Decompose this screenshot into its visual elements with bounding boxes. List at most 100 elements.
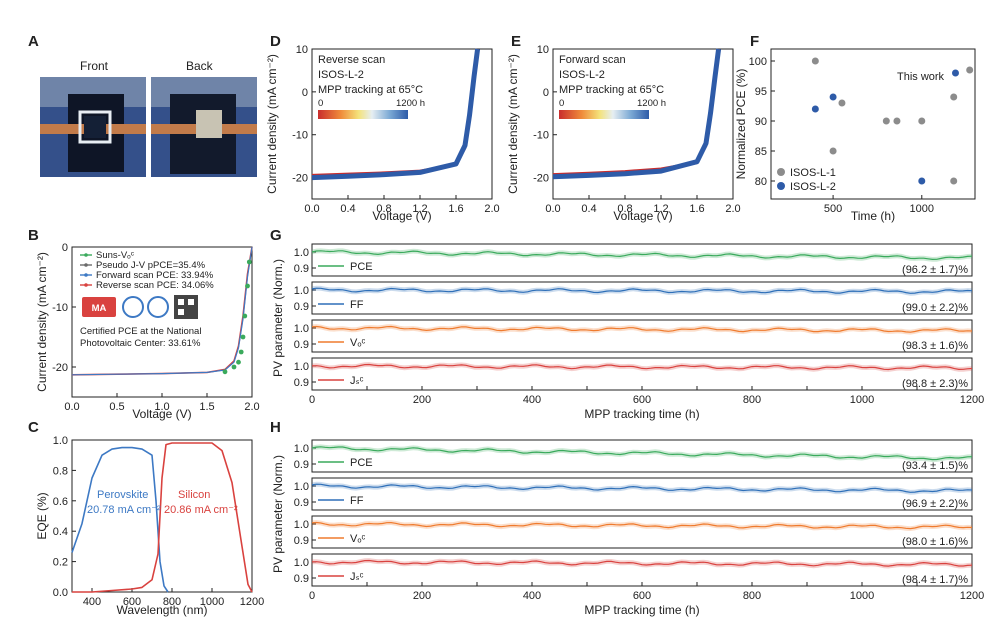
h-value-v: (98.0 ± 1.6)% <box>902 536 968 548</box>
point-isos-l-1 <box>950 177 958 185</box>
g-ytick-label: 1.0 <box>294 361 309 373</box>
panel-e: 0.0 0.4 0.8 1.2 1.6 2.0 10 0 -10 -20 Voltage (V)… <box>506 44 741 223</box>
panel-e-annotation-1: Forward scan <box>559 54 626 66</box>
g-ytick-label: 0.9 <box>294 339 309 351</box>
e-xtick-label: 0.0 <box>545 203 560 215</box>
point-isos-l-1 <box>829 147 837 155</box>
h-xtick-label: 1000 <box>850 590 874 602</box>
e-xtick-label: 2.0 <box>725 203 740 215</box>
b-ytick-label: 0 <box>62 242 68 254</box>
suns-voc-point <box>231 364 237 370</box>
panel-f-ylabel: Normalized PCE (%) <box>734 69 748 180</box>
g-track-frame-2 <box>311 319 973 353</box>
g-trace-pce <box>311 250 973 261</box>
h-value-pce: (93.4 ± 1.5)% <box>902 460 968 472</box>
panel-e-annotation-2: ISOS-L-2 <box>559 69 605 81</box>
g-name-v: Vₒᶜ <box>350 337 365 349</box>
panel-label-c: C <box>28 419 39 436</box>
b-ytick-label: -10 <box>52 302 68 314</box>
panel-e-annotation-3: MPP tracking at 65°C <box>559 84 664 96</box>
panel-d: 0.0 0.4 0.8 1.2 1.6 2.0 10 0 -10 -20 Voltage (V)… <box>265 44 500 223</box>
panel-d-frame <box>311 48 493 200</box>
g-name-ff: FF <box>350 299 364 311</box>
d-ytick-label: -10 <box>292 130 308 142</box>
h-ytick-label: 0.9 <box>294 535 309 547</box>
g-track-frame-3 <box>311 357 973 391</box>
point-isos-l-1 <box>893 117 901 125</box>
g-xtick-label: 200 <box>413 394 431 406</box>
panel-g: 1.0 0.9 PCE (96.2 ± 1.7)% 1.0 0.9 FF (99.0 ± 2.… <box>271 243 984 421</box>
legend-marker-0 <box>84 253 88 257</box>
g-trace-v <box>311 325 973 333</box>
h-value-ff: (96.9 ± 2.2)% <box>902 498 968 510</box>
panel-c: 400 600 800 1000 1200 0.0 0.2 0.4 0.6 0.8 1.0 Wav… <box>35 435 264 617</box>
h-track-frame-1 <box>311 477 973 511</box>
panel-e-colorbar-max: 1200 h <box>637 98 666 109</box>
legend-label-1: Pseudo J-V pPCE=35.4% <box>96 260 206 271</box>
panel-d-xlabel: Voltage (V) <box>372 209 431 223</box>
h-ytick-label: 0.9 <box>294 459 309 471</box>
panel-c-xlabel: Wavelength (nm) <box>117 603 208 617</box>
h-ytick-label: 0.9 <box>294 573 309 585</box>
panel-label-f: F <box>750 33 759 50</box>
f-xtick-label: 1000 <box>910 203 934 215</box>
legend-marker-2 <box>84 273 88 277</box>
panel-h-ylabel: PV parameter (Norm.) <box>271 455 285 573</box>
d-xtick-label: 1.2 <box>412 203 427 215</box>
panel-d-annotation-2: ISOS-L-2 <box>318 69 364 81</box>
panel-d-colorbar-min: 0 <box>318 98 323 109</box>
c-xtick-label: 800 <box>163 596 181 608</box>
h-trace-pce <box>311 446 973 461</box>
h-name-ff: FF <box>350 495 364 507</box>
h-xtick-label: 400 <box>523 590 541 602</box>
panel-c-ylabel: EQE (%) <box>35 492 49 539</box>
g-trace-j <box>311 363 973 371</box>
panel-d-colorbar <box>318 110 408 119</box>
h-xtick-label: 600 <box>633 590 651 602</box>
panel-f-frame <box>770 48 976 200</box>
g-ytick-label: 0.9 <box>294 301 309 313</box>
e-ytick-label: 0 <box>543 87 549 99</box>
e-ytick-label: -10 <box>533 130 549 142</box>
panel-e-xlabel: Voltage (V) <box>613 209 672 223</box>
h-xtick-label: 200 <box>413 590 431 602</box>
point-isos-l-2 <box>829 93 837 101</box>
annotation-silicon: Silicon <box>178 489 210 501</box>
suns-voc-point <box>242 313 248 319</box>
b-xtick-label: 2.0 <box>244 401 259 413</box>
e-xtick-label: 1.6 <box>689 203 704 215</box>
panel-b-xlabel: Voltage (V) <box>132 407 191 421</box>
d-xtick-label: 0.8 <box>376 203 391 215</box>
panel-b-ylabel: Current density (mA cm⁻²) <box>35 252 49 392</box>
point-isos-l-2 <box>951 69 959 77</box>
legend-label-3: Reverse scan PCE: 34.06% <box>96 280 214 291</box>
c-ytick-label: 0.8 <box>53 465 68 477</box>
front-label: Front <box>80 59 109 73</box>
legend-marker-isos-l-2 <box>777 182 785 190</box>
h-xtick-label: 0 <box>309 590 315 602</box>
d-xtick-label: 2.0 <box>484 203 499 215</box>
g-value-j: (98.8 ± 2.3)% <box>902 378 968 390</box>
panel-f-xlabel: Time (h) <box>851 209 895 223</box>
cert-line-2: Photovoltaic Center: 33.61% <box>80 338 201 349</box>
panel-label-e: E <box>511 33 521 50</box>
front-photo <box>40 77 146 177</box>
f-ytick-label: 85 <box>755 146 767 158</box>
g-ytick-label: 1.0 <box>294 323 309 335</box>
g-ytick-label: 0.9 <box>294 377 309 389</box>
b-xtick-label: 1.0 <box>154 401 169 413</box>
panel-label-g: G <box>270 227 282 244</box>
c-ytick-label: 0.0 <box>53 587 68 599</box>
legend-label-0: Suns-Vₒᶜ <box>96 250 135 261</box>
g-xtick-label: 400 <box>523 394 541 406</box>
panel-label-h: H <box>270 419 281 436</box>
h-value-j: (98.4 ± 1.7)% <box>902 574 968 586</box>
g-ytick-label: 1.0 <box>294 247 309 259</box>
g-value-ff: (99.0 ± 2.2)% <box>902 302 968 314</box>
legend-marker-isos-l-1 <box>777 168 785 176</box>
e-xtick-label: 0.4 <box>581 203 596 215</box>
f-ytick-label: 100 <box>749 56 767 68</box>
panel-f-this-work: This work <box>897 71 945 83</box>
g-band-1 <box>312 285 972 296</box>
